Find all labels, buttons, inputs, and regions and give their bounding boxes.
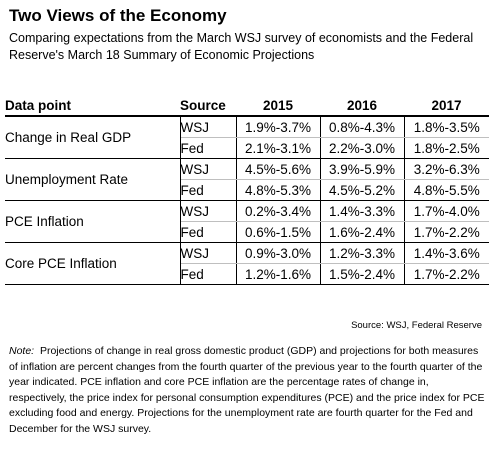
value-cell: 2.1%-3.1% bbox=[236, 137, 321, 159]
value-cell: 4.8%-5.5% bbox=[404, 179, 489, 201]
source-cell: WSJ bbox=[180, 200, 237, 222]
value-cell: 1.8%-3.5% bbox=[404, 116, 489, 138]
table-header-row: Data point Source 2015 2016 2017 bbox=[5, 95, 489, 116]
value-cell: 4.5%-5.2% bbox=[320, 179, 405, 201]
column-header-source: Source bbox=[180, 97, 226, 113]
value-cell: 0.9%-3.0% bbox=[236, 242, 321, 264]
table-row: Unemployment Rate WSJ 4.5%-5.6% 3.9%-5.9% 3.… bbox=[5, 158, 489, 201]
value-cell: 3.2%-6.3% bbox=[404, 158, 489, 180]
column-header-data-point: Data point bbox=[5, 97, 71, 113]
value-cell: 0.2%-3.4% bbox=[236, 200, 321, 222]
note-text: Projections of change in real gross dome… bbox=[9, 345, 485, 435]
page-subtitle: Comparing expectations from the March WS… bbox=[9, 31, 474, 62]
value-cell: 0.8%-4.3% bbox=[320, 116, 405, 138]
column-header-2015: 2015 bbox=[262, 97, 294, 113]
value-cell: 1.2%-3.3% bbox=[320, 242, 405, 264]
table-row: Fed 4.8%-5.3% 4.5%-5.2% 4.8%-5.5% bbox=[5, 179, 489, 201]
note-paragraph: Note: Projections of change in real gros… bbox=[9, 344, 487, 438]
source-cell: WSJ bbox=[180, 158, 237, 180]
value-cell: 2.2%-3.0% bbox=[320, 137, 405, 159]
column-header-2017: 2017 bbox=[431, 97, 462, 113]
table-row: PCE Inflation WSJ 0.2%-3.4% 1.4%-3.3% 1.7%-4… bbox=[5, 200, 489, 243]
data-point-label: Core PCE Inflation bbox=[5, 242, 181, 285]
source-cell: Fed bbox=[180, 263, 237, 285]
value-cell: 1.5%-2.4% bbox=[320, 263, 405, 285]
note-label: Note: bbox=[9, 345, 35, 357]
table-row: Fed 1.2%-1.6% 1.5%-2.4% 1.7%-2.2% bbox=[5, 263, 489, 285]
table-row: Fed 2.1%-3.1% 2.2%-3.0% 1.8%-2.5% bbox=[5, 137, 489, 159]
source-cell: Fed bbox=[180, 221, 237, 243]
table-row: Change in Real GDP WSJ 1.9%-3.7% 0.8%-4.3% 1… bbox=[5, 116, 489, 159]
data-point-label: PCE Inflation bbox=[5, 200, 181, 243]
value-cell: 3.9%-5.9% bbox=[320, 158, 405, 180]
data-point-label: Unemployment Rate bbox=[5, 158, 181, 201]
table-row: Core PCE Inflation WSJ 0.9%-3.0% 1.2%-3.3% 1… bbox=[5, 242, 489, 285]
table-row: Fed 0.6%-1.5% 1.6%-2.4% 1.7%-2.2% bbox=[5, 221, 489, 243]
source-cell: Fed bbox=[180, 137, 237, 159]
projections-table: Data point Source 2015 2016 2017 Change … bbox=[5, 95, 489, 285]
value-cell: 1.9%-3.7% bbox=[236, 116, 321, 138]
page-title: Two Views of the Economy bbox=[9, 6, 227, 25]
data-point-label: Change in Real GDP bbox=[5, 116, 181, 159]
value-cell: 1.2%-1.6% bbox=[236, 263, 321, 285]
value-cell: 1.8%-2.5% bbox=[404, 137, 489, 159]
value-cell: 1.7%-4.0% bbox=[404, 200, 489, 222]
value-cell: 0.6%-1.5% bbox=[236, 221, 321, 243]
column-header-2016: 2016 bbox=[346, 97, 378, 113]
value-cell: 1.4%-3.6% bbox=[404, 242, 489, 264]
source-cell: WSJ bbox=[180, 242, 237, 264]
value-cell: 1.6%-2.4% bbox=[320, 221, 405, 243]
table-body: Change in Real GDP WSJ 1.9%-3.7% 0.8%-4.3% 1… bbox=[5, 116, 489, 285]
value-cell: 4.8%-5.3% bbox=[236, 179, 321, 201]
value-cell: 1.4%-3.3% bbox=[320, 200, 405, 222]
value-cell: 1.7%-2.2% bbox=[404, 221, 489, 243]
source-credit: Source: WSJ, Federal Reserve bbox=[351, 320, 482, 331]
source-cell: Fed bbox=[180, 179, 237, 201]
source-cell: WSJ bbox=[180, 116, 237, 138]
value-cell: 1.7%-2.2% bbox=[404, 263, 489, 285]
value-cell: 4.5%-5.6% bbox=[236, 158, 321, 180]
